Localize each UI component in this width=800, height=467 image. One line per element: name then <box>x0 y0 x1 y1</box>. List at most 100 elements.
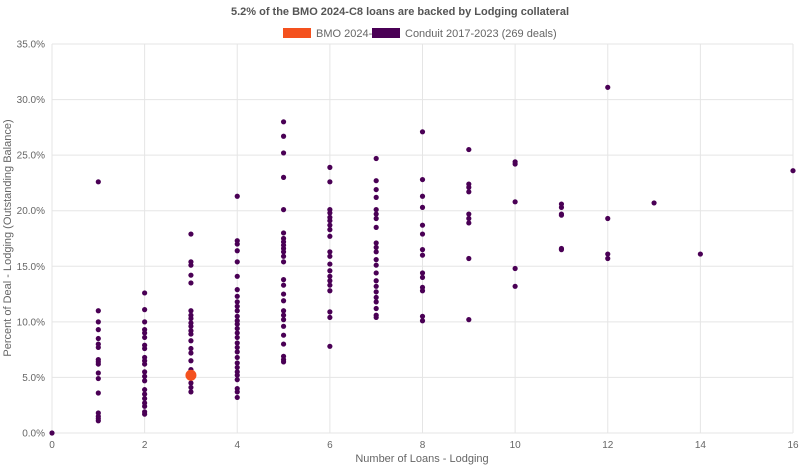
conduit-point[interactable] <box>234 372 240 378</box>
conduit-point[interactable] <box>188 272 194 278</box>
conduit-point[interactable] <box>605 84 611 90</box>
conduit-point[interactable] <box>327 164 333 170</box>
bmo-point[interactable] <box>185 369 197 381</box>
conduit-point[interactable] <box>558 212 565 218</box>
conduit-point[interactable] <box>373 283 379 289</box>
conduit-point[interactable] <box>142 345 148 352</box>
conduit-point[interactable] <box>280 253 287 259</box>
conduit-point[interactable] <box>142 330 148 336</box>
conduit-point[interactable] <box>419 204 426 210</box>
conduit-point[interactable] <box>280 359 287 365</box>
conduit-point[interactable] <box>234 360 240 366</box>
conduit-point[interactable] <box>188 345 194 352</box>
conduit-point[interactable] <box>373 278 379 284</box>
conduit-point[interactable] <box>142 395 148 402</box>
conduit-point[interactable] <box>327 233 333 239</box>
conduit-point[interactable] <box>466 255 472 262</box>
conduit-point[interactable] <box>95 308 101 314</box>
conduit-point[interactable] <box>373 249 379 255</box>
conduit-point[interactable] <box>234 354 240 361</box>
conduit-point[interactable] <box>234 313 240 319</box>
conduit-point[interactable] <box>419 231 426 237</box>
conduit-point[interactable] <box>234 330 240 336</box>
conduit-point[interactable] <box>280 230 287 236</box>
conduit-point[interactable] <box>280 332 287 338</box>
conduit-point[interactable] <box>327 222 333 228</box>
conduit-point[interactable] <box>280 277 287 283</box>
conduit-point[interactable] <box>466 146 472 153</box>
conduit-point[interactable] <box>373 186 379 193</box>
conduit-point[interactable] <box>466 215 472 222</box>
conduit-point[interactable] <box>234 394 240 401</box>
conduit-point[interactable] <box>95 335 101 342</box>
conduit-point[interactable] <box>327 273 333 279</box>
conduit-point[interactable] <box>234 334 240 341</box>
conduit-point[interactable] <box>373 224 379 230</box>
conduit-point[interactable] <box>605 255 611 262</box>
conduit-point[interactable] <box>234 241 240 247</box>
conduit-point[interactable] <box>373 178 379 184</box>
conduit-point[interactable] <box>280 119 287 125</box>
conduit-point[interactable] <box>142 290 148 296</box>
conduit-point[interactable] <box>327 314 333 321</box>
conduit-point[interactable] <box>605 215 611 222</box>
conduit-point[interactable] <box>142 334 148 341</box>
conduit-point[interactable] <box>234 377 240 383</box>
conduit-point[interactable] <box>234 364 240 371</box>
legend-item-bmo[interactable]: BMO 2024-C8 <box>283 28 386 40</box>
conduit-point[interactable] <box>373 314 379 321</box>
conduit-point[interactable] <box>234 303 240 309</box>
conduit-point[interactable] <box>466 317 472 323</box>
conduit-point[interactable] <box>188 358 194 364</box>
conduit-point[interactable] <box>419 270 426 276</box>
conduit-point[interactable] <box>188 315 194 322</box>
conduit-point[interactable] <box>142 391 148 397</box>
conduit-point[interactable] <box>373 289 379 295</box>
conduit-point[interactable] <box>419 193 426 199</box>
conduit-point[interactable] <box>327 253 333 259</box>
conduit-point[interactable] <box>327 179 333 185</box>
conduit-point[interactable] <box>373 257 379 263</box>
conduit-point[interactable] <box>373 244 379 250</box>
conduit-point[interactable] <box>373 215 379 222</box>
conduit-point[interactable] <box>605 251 611 257</box>
conduit-point[interactable] <box>373 305 379 312</box>
conduit-point[interactable] <box>95 327 101 333</box>
conduit-point[interactable] <box>373 155 379 162</box>
conduit-point[interactable] <box>280 282 287 288</box>
conduit-point[interactable] <box>373 294 379 301</box>
conduit-point[interactable] <box>95 319 101 325</box>
conduit-point[interactable] <box>327 261 333 267</box>
conduit-point[interactable] <box>466 220 472 226</box>
conduit-point[interactable] <box>512 161 518 167</box>
conduit-point[interactable] <box>188 308 194 314</box>
conduit-point[interactable] <box>188 338 194 344</box>
conduit-point[interactable] <box>327 309 333 315</box>
conduit-point[interactable] <box>234 248 240 254</box>
conduit-point[interactable] <box>142 319 148 325</box>
conduit-point[interactable] <box>234 193 240 199</box>
conduit-point[interactable] <box>142 307 148 313</box>
conduit-point[interactable] <box>95 390 101 396</box>
conduit-point[interactable] <box>280 150 287 156</box>
conduit-point[interactable] <box>142 369 148 375</box>
conduit-point[interactable] <box>142 361 148 367</box>
conduit-point[interactable] <box>95 418 101 424</box>
conduit-point[interactable] <box>188 384 194 391</box>
conduit-point[interactable] <box>234 321 240 327</box>
conduit-point[interactable] <box>280 259 287 265</box>
conduit-point[interactable] <box>188 331 194 337</box>
conduit-point[interactable] <box>280 308 287 314</box>
conduit-point[interactable] <box>234 340 240 346</box>
conduit-point[interactable] <box>327 278 333 284</box>
conduit-point[interactable] <box>142 387 148 393</box>
conduit-point[interactable] <box>188 323 194 329</box>
legend-item-conduit[interactable]: Conduit 2017-2023 (269 deals) <box>372 28 557 40</box>
conduit-point[interactable] <box>512 283 518 289</box>
conduit-point[interactable] <box>188 389 194 395</box>
conduit-point[interactable] <box>512 199 518 205</box>
conduit-point[interactable] <box>234 293 240 299</box>
conduit-point[interactable] <box>419 274 426 280</box>
conduit-point[interactable] <box>327 227 333 233</box>
conduit-point[interactable] <box>280 291 287 297</box>
